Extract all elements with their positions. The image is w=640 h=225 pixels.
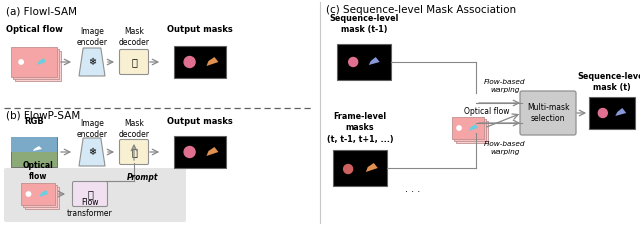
FancyBboxPatch shape bbox=[120, 50, 148, 74]
Bar bbox=[11, 137, 57, 167]
Text: 🔥: 🔥 bbox=[87, 189, 93, 199]
Polygon shape bbox=[468, 124, 478, 131]
Polygon shape bbox=[79, 48, 105, 76]
Bar bbox=[23, 185, 57, 207]
Text: Image
encoder: Image encoder bbox=[77, 27, 108, 47]
FancyBboxPatch shape bbox=[520, 91, 576, 135]
Bar bbox=[456, 121, 488, 143]
Text: Mask
decoder: Mask decoder bbox=[118, 119, 150, 139]
Text: Prompt: Prompt bbox=[127, 173, 159, 182]
Bar bbox=[333, 150, 387, 186]
Polygon shape bbox=[366, 163, 378, 172]
Text: Flow-based
warping: Flow-based warping bbox=[484, 141, 525, 155]
Text: Output masks: Output masks bbox=[167, 117, 233, 126]
Circle shape bbox=[457, 126, 461, 130]
FancyBboxPatch shape bbox=[120, 140, 148, 164]
Polygon shape bbox=[207, 57, 218, 66]
Text: Flow-based
warping: Flow-based warping bbox=[484, 79, 525, 93]
Bar bbox=[25, 187, 59, 209]
Bar bbox=[452, 117, 484, 139]
Text: Sequence-level
mask (t): Sequence-level mask (t) bbox=[577, 72, 640, 92]
Polygon shape bbox=[207, 147, 218, 156]
Circle shape bbox=[184, 56, 195, 68]
Bar bbox=[13, 49, 59, 79]
Text: Image
encoder: Image encoder bbox=[77, 119, 108, 139]
Text: (c) Sequence-level Mask Association: (c) Sequence-level Mask Association bbox=[326, 5, 516, 15]
Circle shape bbox=[26, 192, 31, 196]
Polygon shape bbox=[79, 138, 105, 166]
Text: 🔥: 🔥 bbox=[131, 57, 137, 67]
Bar bbox=[21, 183, 55, 205]
FancyBboxPatch shape bbox=[4, 168, 186, 222]
Text: ❄: ❄ bbox=[88, 147, 96, 157]
Text: Optical
flow: Optical flow bbox=[22, 161, 53, 181]
Circle shape bbox=[349, 58, 358, 67]
Text: RGB: RGB bbox=[24, 117, 44, 126]
Text: Flow
transformer: Flow transformer bbox=[67, 198, 113, 218]
Text: ❄: ❄ bbox=[88, 57, 96, 67]
Text: Optical flow: Optical flow bbox=[464, 108, 509, 117]
Circle shape bbox=[598, 108, 607, 117]
Bar bbox=[174, 46, 226, 78]
Text: 🔥: 🔥 bbox=[131, 147, 137, 157]
Text: Multi-mask
selection: Multi-mask selection bbox=[527, 103, 569, 123]
Bar bbox=[11, 47, 57, 77]
Text: Mask
decoder: Mask decoder bbox=[118, 27, 150, 47]
Text: (b) FlowP-SAM: (b) FlowP-SAM bbox=[6, 111, 80, 121]
Bar bbox=[15, 51, 61, 81]
Text: Frame-level
masks
(t, t-1, t+1, ...): Frame-level masks (t, t-1, t+1, ...) bbox=[326, 112, 394, 144]
Polygon shape bbox=[615, 108, 627, 116]
Text: Optical flow: Optical flow bbox=[6, 25, 63, 34]
Polygon shape bbox=[39, 190, 48, 197]
Text: · · ·: · · · bbox=[405, 187, 420, 197]
Bar bbox=[454, 119, 486, 141]
Polygon shape bbox=[33, 146, 42, 151]
Bar bbox=[11, 137, 57, 152]
Text: Output masks: Output masks bbox=[167, 25, 233, 34]
Circle shape bbox=[344, 164, 353, 173]
Text: Sequence-level
mask (t-1): Sequence-level mask (t-1) bbox=[330, 14, 399, 34]
Bar bbox=[589, 97, 635, 129]
Bar bbox=[337, 44, 391, 80]
Bar bbox=[174, 136, 226, 168]
Polygon shape bbox=[369, 57, 380, 65]
Text: (a) FlowI-SAM: (a) FlowI-SAM bbox=[6, 7, 77, 17]
Circle shape bbox=[184, 146, 195, 157]
Polygon shape bbox=[37, 58, 46, 65]
FancyBboxPatch shape bbox=[72, 182, 108, 207]
Circle shape bbox=[19, 60, 23, 64]
